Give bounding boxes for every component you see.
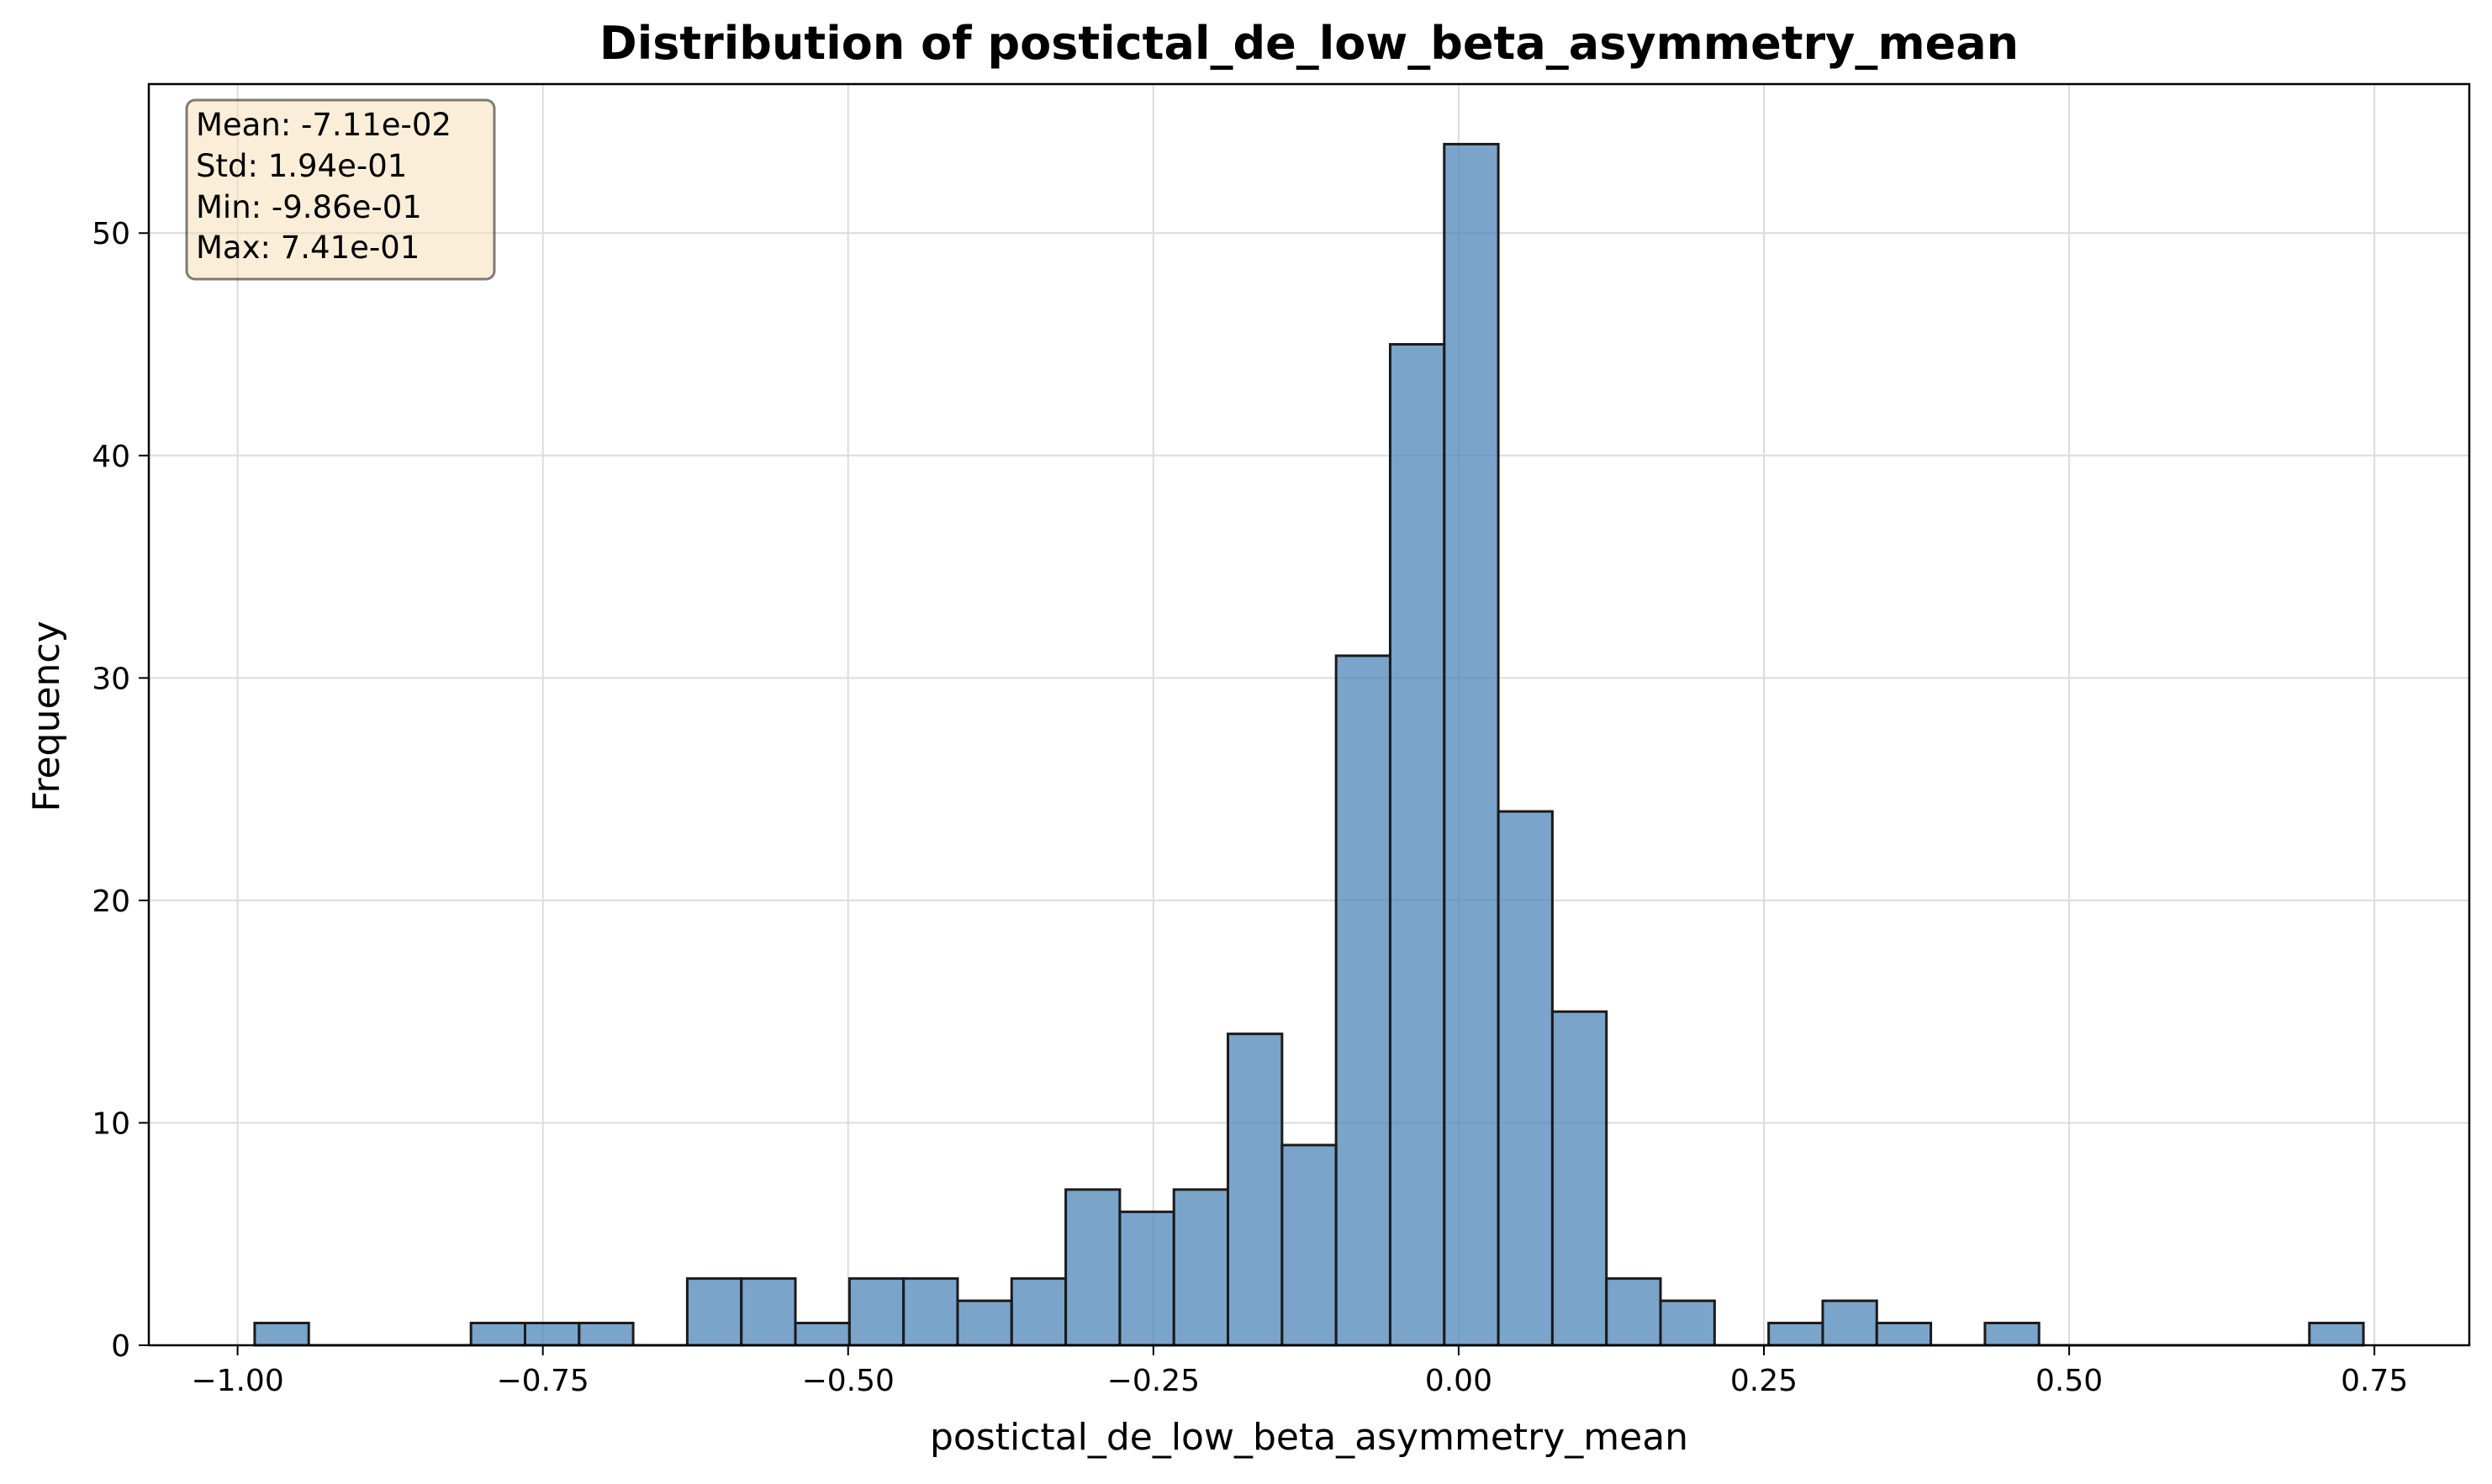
x-tick-label: −0.25 [1107, 1364, 1200, 1398]
chart-title: Distribution of postictal_de_low_beta_as… [599, 17, 2019, 70]
histogram-bar [1010, 1277, 1068, 1347]
histogram-bar [1334, 654, 1391, 1347]
x-tick-label: −0.50 [802, 1364, 895, 1398]
histogram-bar [578, 1322, 635, 1347]
y-tick-label: 40 [92, 440, 130, 474]
histogram-bar [469, 1322, 526, 1347]
x-axis-label: postictal_de_low_beta_asymmetry_mean [930, 1416, 1688, 1459]
plot-area: −1.00 −0.75 −0.50 −0.25 0.00 0.25 0.50 0.75 0 10… [92, 82, 2471, 1398]
x-tick-label: 0.50 [2035, 1364, 2103, 1398]
histogram-bar [1388, 343, 1446, 1347]
histogram-bar [956, 1299, 1013, 1347]
histogram-bar [523, 1322, 581, 1347]
x-tick-label: 0.25 [1730, 1364, 1798, 1398]
stats-std: Std: 1.94e-01 [196, 148, 407, 184]
stats-mean: Mean: -7.11e-02 [196, 107, 451, 143]
histogram-bar [1605, 1277, 1662, 1347]
histogram-bar [1821, 1299, 1878, 1347]
histogram-bar [794, 1322, 851, 1347]
stats-min: Min: -9.86e-01 [196, 189, 422, 225]
histogram-bar [1550, 1010, 1608, 1347]
stats-box-background [185, 98, 496, 281]
histogram-bar [685, 1277, 743, 1347]
histogram-bar [1280, 1143, 1338, 1347]
x-tick-label: −0.75 [497, 1364, 589, 1398]
y-axis-ticks: 0 10 20 30 40 50 [92, 217, 149, 1364]
histogram-bar [740, 1277, 797, 1347]
y-tick-label: 50 [92, 217, 130, 251]
histogram-bar [1443, 142, 1500, 1347]
stats-box: Mean: -7.11e-02 Std: 1.94e-01 Min: -9.86… [185, 98, 496, 281]
x-tick-label: 0.00 [1425, 1364, 1492, 1398]
histogram-bar [1172, 1188, 1230, 1347]
x-tick-label: 0.75 [2341, 1364, 2408, 1398]
y-tick-label: 20 [92, 885, 130, 919]
histogram-bar [847, 1277, 905, 1347]
histogram-bar [1767, 1322, 1824, 1347]
histogram-bar [1118, 1210, 1175, 1347]
stats-max: Max: 7.41e-01 [196, 230, 420, 266]
y-tick-label: 0 [111, 1329, 130, 1364]
x-tick-label: −1.00 [191, 1364, 283, 1398]
histogram-bar [1497, 810, 1554, 1347]
histogram-bar [2308, 1322, 2365, 1347]
histogram-bar [902, 1277, 959, 1347]
histogram-bar [1875, 1322, 1933, 1347]
plot-frame [147, 82, 2471, 1347]
histogram-bar [1064, 1188, 1122, 1347]
y-tick-label: 30 [92, 662, 130, 696]
histogram-bar [1659, 1299, 1716, 1347]
histogram-bar [253, 1322, 310, 1347]
y-axis-label: Frequency [25, 621, 68, 811]
histogram-bar [1227, 1032, 1284, 1347]
x-axis-ticks: −1.00 −0.75 −0.50 −0.25 0.00 0.25 0.50 0.75 [191, 1345, 2408, 1398]
histogram-bar [1983, 1322, 2041, 1347]
y-tick-label: 10 [92, 1106, 130, 1141]
